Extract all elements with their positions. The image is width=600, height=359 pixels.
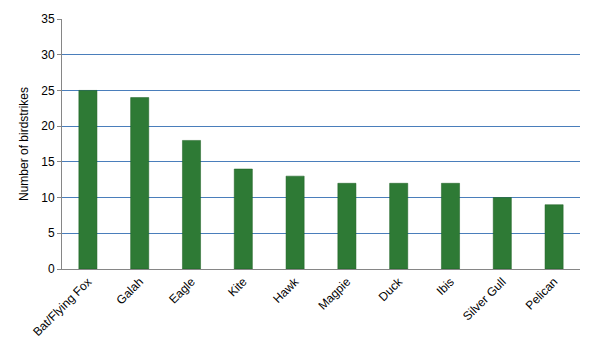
- svg-text:20: 20: [41, 119, 55, 133]
- svg-text:15: 15: [41, 155, 55, 169]
- svg-text:10: 10: [41, 191, 55, 205]
- svg-text:0: 0: [48, 262, 55, 276]
- svg-text:Pelican: Pelican: [523, 275, 561, 313]
- svg-text:Kite: Kite: [225, 275, 250, 300]
- svg-text:Ibis: Ibis: [434, 275, 457, 298]
- svg-text:Silver Gull: Silver Gull: [460, 275, 509, 324]
- svg-text:35: 35: [41, 12, 55, 26]
- svg-text:25: 25: [41, 84, 55, 98]
- svg-text:5: 5: [48, 226, 55, 240]
- svg-text:Galah: Galah: [114, 275, 147, 308]
- svg-text:Duck: Duck: [376, 274, 406, 304]
- svg-text:30: 30: [41, 48, 55, 62]
- svg-text:Eagle: Eagle: [166, 275, 198, 307]
- svg-text:Magpie: Magpie: [316, 275, 354, 313]
- svg-text:Number of birdstrikes: Number of birdstrikes: [17, 87, 31, 201]
- svg-text:Bat/Flying Fox: Bat/Flying Fox: [30, 275, 94, 339]
- svg-text:Hawk: Hawk: [270, 274, 302, 306]
